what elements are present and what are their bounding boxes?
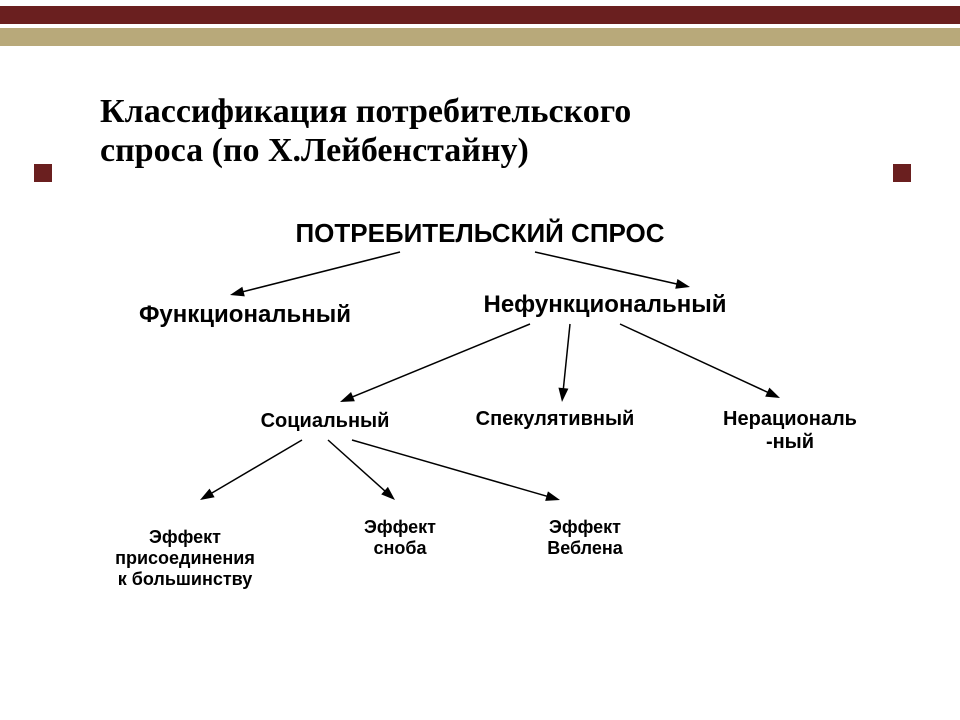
corner-accent-right <box>893 164 911 182</box>
slide-title: Классификация потребительского спроса (п… <box>100 92 631 170</box>
node-speculative: Спекулятивный <box>445 408 665 431</box>
header-band-dark <box>0 6 960 24</box>
slide-canvas: { "colors": { "background": "#ffffff", "… <box>0 0 960 720</box>
node-root: ПОТРЕБИТЕЛЬСКИЙ СПРОС <box>230 219 730 249</box>
node-nonfunctional: Нефункциональный <box>445 291 765 319</box>
node-veblen: Эффект Веблена <box>505 517 665 558</box>
node-irrational: Нерациональ -ный <box>690 408 890 454</box>
node-social: Социальный <box>225 410 425 433</box>
corner-accent-left <box>34 164 52 182</box>
node-bandwagon: Эффект присоединения к большинству <box>85 527 285 589</box>
header-band-light <box>0 28 960 46</box>
node-snob: Эффект сноба <box>330 517 470 558</box>
node-functional: Функциональный <box>105 301 385 329</box>
